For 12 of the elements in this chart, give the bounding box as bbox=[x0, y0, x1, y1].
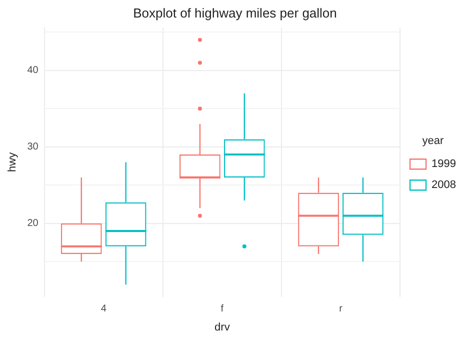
legend-label: 2008 bbox=[432, 179, 456, 192]
y-axis-title: hwy bbox=[6, 152, 19, 172]
x-axis-title: drv bbox=[214, 321, 230, 334]
x-tick-label: 4 bbox=[100, 304, 107, 315]
chart-title: Boxplot of highway miles per gallon bbox=[133, 5, 337, 20]
y-tick-label: 20 bbox=[27, 218, 39, 230]
x-tick-label: r bbox=[339, 304, 344, 315]
legend-title: year bbox=[422, 134, 444, 147]
legend-label: 1999 bbox=[432, 158, 456, 170]
y-tick-label: 40 bbox=[27, 65, 39, 76]
x-tick-label: f bbox=[220, 304, 224, 315]
y-tick-label: 30 bbox=[27, 142, 39, 153]
